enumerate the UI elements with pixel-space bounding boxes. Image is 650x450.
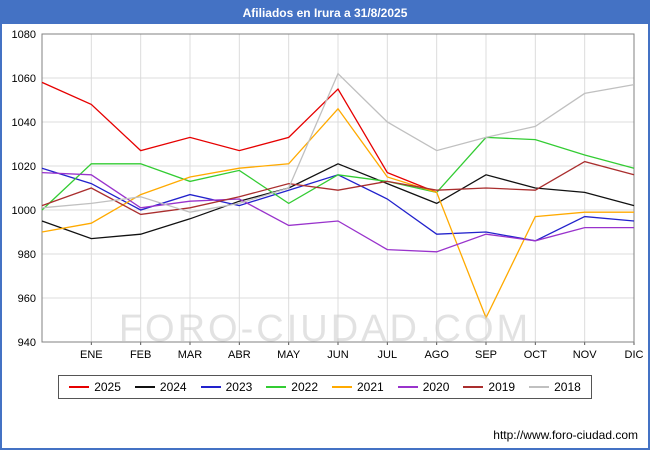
legend-swatch-2021 xyxy=(332,386,352,388)
svg-text:960: 960 xyxy=(18,293,36,305)
svg-text:940: 940 xyxy=(18,337,36,349)
site-url-link[interactable]: http://www.foro-ciudad.com xyxy=(493,428,638,442)
legend-label-2024: 2024 xyxy=(159,380,187,394)
legend-item-2019: 2019 xyxy=(463,380,515,394)
svg-text:MAR: MAR xyxy=(178,349,203,361)
legend-label-2022: 2022 xyxy=(291,380,318,394)
svg-text:ABR: ABR xyxy=(228,349,251,361)
legend-item-2025: 2025 xyxy=(69,380,121,394)
svg-text:1040: 1040 xyxy=(12,117,36,129)
svg-text:NOV: NOV xyxy=(573,349,598,361)
svg-text:1060: 1060 xyxy=(12,73,36,85)
svg-text:JUL: JUL xyxy=(378,349,398,361)
legend-item-2020: 2020 xyxy=(397,380,450,394)
legend-item-2018: 2018 xyxy=(529,380,581,394)
chart-area: 940 960 980 1000 1020 1040 1060 1080 ENE FEB MAR AB… xyxy=(2,24,648,369)
chart-legend: 2025 2024 2023 2022 2021 2020 2019 2018 xyxy=(58,375,592,399)
legend-item-2021: 2021 xyxy=(332,380,384,394)
legend-swatch-2018 xyxy=(529,386,550,388)
svg-text:980: 980 xyxy=(18,249,36,261)
legend-item-2022: 2022 xyxy=(266,380,318,394)
legend-label-2018: 2018 xyxy=(554,380,581,394)
legend-swatch-2019 xyxy=(463,386,484,388)
legend-label-2021: 2021 xyxy=(357,380,384,394)
svg-text:FEB: FEB xyxy=(130,349,151,361)
legend-swatch-2025 xyxy=(69,386,90,388)
svg-text:ENE: ENE xyxy=(80,349,103,361)
svg-text:JUN: JUN xyxy=(327,349,348,361)
svg-text:SEP: SEP xyxy=(475,349,497,361)
chart-title-bar: Afiliados en Irura a 31/8/2025 xyxy=(2,2,648,24)
svg-text:1080: 1080 xyxy=(12,29,36,41)
svg-text:1020: 1020 xyxy=(12,161,36,173)
line-chart: 940 960 980 1000 1020 1040 1060 1080 ENE FEB MAR AB… xyxy=(12,29,644,361)
svg-text:MAY: MAY xyxy=(277,349,301,361)
svg-text:OCT: OCT xyxy=(524,349,548,361)
legend-swatch-2022 xyxy=(266,386,287,388)
svg-text:DIC: DIC xyxy=(625,349,644,361)
legend-item-2024: 2024 xyxy=(134,380,187,394)
legend-label-2019: 2019 xyxy=(488,380,516,394)
legend-label-2023: 2023 xyxy=(225,380,253,394)
chart-title: Afiliados en Irura a 31/8/2025 xyxy=(242,6,408,20)
svg-text:1000: 1000 xyxy=(12,205,36,217)
legend-item-2023: 2023 xyxy=(200,380,253,394)
legend-label-2025: 2025 xyxy=(94,380,121,394)
svg-text:AGO: AGO xyxy=(424,349,449,361)
legend-swatch-2024 xyxy=(134,386,155,388)
legend-label-2020: 2020 xyxy=(422,380,450,394)
legend-swatch-2020 xyxy=(397,386,418,388)
legend-swatch-2023 xyxy=(200,386,221,388)
